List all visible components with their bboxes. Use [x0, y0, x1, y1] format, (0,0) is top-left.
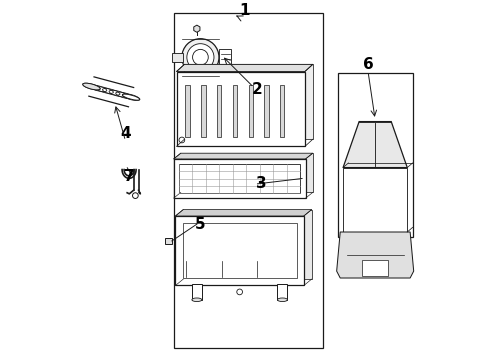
Bar: [176, 72, 305, 147]
Bar: [248, 85, 253, 138]
Circle shape: [187, 44, 214, 71]
Bar: [201, 85, 205, 138]
Ellipse shape: [192, 298, 202, 302]
Text: 1: 1: [240, 3, 250, 18]
Text: 3: 3: [256, 176, 267, 192]
Bar: [179, 164, 300, 193]
Bar: [265, 85, 269, 138]
Circle shape: [179, 137, 185, 143]
Bar: [166, 238, 172, 244]
Text: 7: 7: [124, 169, 134, 184]
Bar: [217, 85, 221, 138]
Text: 4: 4: [120, 126, 131, 141]
Bar: [172, 53, 183, 62]
Bar: [343, 168, 407, 232]
Bar: [181, 153, 313, 192]
Text: 6: 6: [363, 57, 373, 72]
Polygon shape: [173, 153, 313, 159]
Bar: [277, 284, 288, 300]
Text: 2: 2: [252, 82, 263, 97]
Bar: [173, 159, 306, 198]
Polygon shape: [175, 210, 312, 216]
Ellipse shape: [122, 94, 140, 100]
Bar: [184, 64, 313, 139]
Ellipse shape: [83, 83, 100, 90]
Bar: [362, 260, 388, 276]
Bar: [219, 49, 231, 65]
Bar: [173, 13, 323, 348]
Text: 5: 5: [195, 217, 206, 232]
Bar: [192, 284, 202, 300]
Circle shape: [132, 193, 138, 198]
Polygon shape: [176, 64, 313, 72]
Bar: [280, 85, 285, 138]
Polygon shape: [337, 232, 414, 278]
Circle shape: [237, 289, 243, 295]
Bar: [338, 73, 413, 237]
Polygon shape: [343, 122, 407, 168]
Circle shape: [182, 39, 219, 76]
Bar: [183, 223, 297, 278]
Bar: [233, 85, 237, 138]
Bar: [183, 210, 312, 279]
Ellipse shape: [277, 298, 288, 302]
Bar: [185, 85, 190, 138]
Bar: [175, 216, 304, 285]
